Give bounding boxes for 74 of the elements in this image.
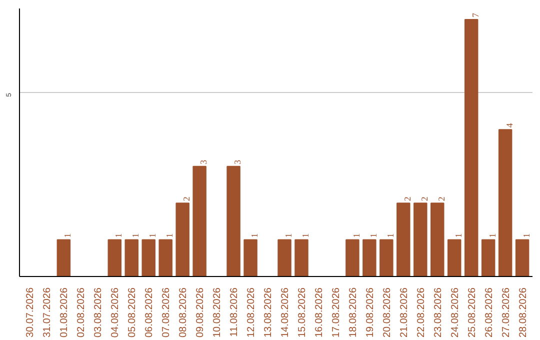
x-tick-label: 21.08.2026 [398, 287, 410, 338]
bar [430, 202, 444, 276]
x-tick-label: 23.08.2026 [432, 287, 444, 338]
bar [158, 239, 172, 276]
bar [414, 202, 428, 276]
x-tick-label: 14.08.2026 [280, 287, 291, 338]
x-tick-label: 05.08.2026 [127, 287, 138, 338]
data-label: 2 [182, 196, 192, 202]
x-tick-label: 02.08.2026 [76, 287, 88, 338]
bar [498, 129, 512, 276]
bar [396, 202, 410, 276]
x-tick-label: 20.08.2026 [382, 287, 393, 338]
data-label: 1 [385, 233, 396, 238]
data-label: 7 [470, 12, 480, 18]
bar [244, 239, 258, 276]
x-tick-label: 31.07.2026 [42, 287, 54, 338]
x-tick-label: 08.08.2026 [178, 287, 190, 338]
bar [226, 166, 240, 276]
data-label: 1 [368, 233, 378, 238]
data-label: 1 [487, 233, 498, 238]
x-tick-label: 22.08.2026 [416, 287, 427, 338]
x-tick-label: 16.08.2026 [314, 287, 325, 338]
data-label: 1 [114, 233, 124, 238]
bar [124, 239, 138, 276]
x-tick-label: 28.08.2026 [518, 287, 529, 338]
bar [108, 239, 122, 276]
bar [176, 202, 190, 276]
x-tick-label: 07.08.2026 [161, 287, 172, 338]
data-label: 3 [232, 159, 243, 164]
data-label: 1 [453, 233, 464, 238]
data-label: 1 [148, 233, 158, 238]
bar [56, 239, 71, 276]
bar [481, 239, 496, 276]
x-tick-label: 04.08.2026 [110, 287, 122, 338]
bar [346, 239, 360, 276]
bar [278, 239, 292, 276]
x-tick-label: 12.08.2026 [246, 287, 258, 338]
x-tick-label: 24.08.2026 [450, 287, 461, 338]
data-label: 2 [402, 196, 412, 202]
bar [515, 239, 530, 276]
x-tick-label: 03.08.2026 [93, 287, 104, 338]
x-tick-label: 10.08.2026 [212, 287, 224, 338]
bar [464, 19, 478, 276]
data-label: 1 [351, 233, 362, 238]
bar [142, 239, 156, 276]
x-tick-label: 30.07.2026 [25, 287, 36, 338]
data-label: 1 [521, 233, 532, 238]
bar [380, 239, 394, 276]
x-tick-label: 13.08.2026 [263, 287, 274, 338]
data-label: 1 [283, 233, 294, 238]
bar [192, 166, 206, 276]
data-label: 1 [250, 233, 260, 238]
data-label: 4 [504, 122, 514, 128]
data-label: 2 [436, 196, 446, 202]
data-label: 1 [300, 233, 310, 238]
x-tick-label: 01.08.2026 [59, 287, 70, 338]
bar [294, 239, 308, 276]
data-label: 1 [164, 233, 175, 238]
bar [362, 239, 376, 276]
data-label: 2 [419, 196, 430, 202]
x-tick-label: 09.08.2026 [195, 287, 206, 338]
x-tick-label: 19.08.2026 [364, 287, 376, 338]
data-label: 1 [62, 233, 73, 238]
x-tick-label: 18.08.2026 [348, 287, 359, 338]
x-tick-label: 26.08.2026 [484, 287, 495, 338]
x-tick-label: 25.08.2026 [466, 287, 478, 338]
x-tick-label: 17.08.2026 [330, 287, 342, 338]
x-tick-label: 27.08.2026 [500, 287, 512, 338]
x-tick-label: 06.08.2026 [144, 287, 156, 338]
data-label: 3 [198, 159, 209, 164]
bar [447, 239, 462, 276]
x-tick-label: 15.08.2026 [296, 287, 308, 338]
x-tick-label: 11.08.2026 [229, 287, 240, 337]
data-label: 1 [130, 233, 141, 238]
